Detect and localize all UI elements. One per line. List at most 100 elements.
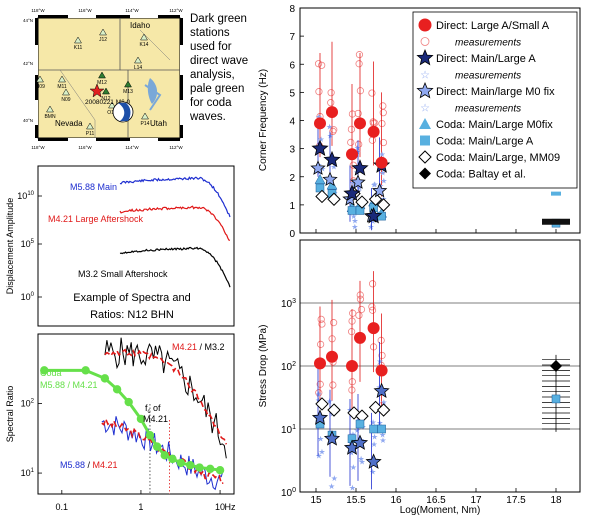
coda-ratio-point — [176, 458, 186, 468]
stress-ytick: 103 — [281, 298, 296, 310]
fc-measurement-star: ★ — [371, 180, 378, 189]
legend-entry: Direct: Main/Large A — [436, 53, 536, 65]
station-label: J12 — [99, 37, 107, 43]
ratio-top-red-dashed-line — [104, 348, 228, 445]
stress-xtick: 18 — [550, 495, 562, 506]
stress-measurement-star: ★ — [317, 435, 324, 444]
stress-ytick-base: 10 — [281, 488, 293, 499]
legend-entry: Coda: Main/Large M0fix — [436, 119, 553, 131]
fc-measurement-circle — [347, 125, 356, 133]
stress-measurement-circle — [317, 315, 325, 323]
station-label: N12 — [101, 96, 110, 102]
spectrum-large-aftershock-line — [119, 205, 231, 241]
fc-main-large-star — [311, 139, 329, 156]
stress-mm09-diamond — [376, 403, 391, 417]
map-top-tick: 118°W — [31, 8, 45, 13]
legend-measurements: measurements — [455, 104, 521, 115]
station-triangle-icon — [98, 71, 106, 79]
map-caption-line: for coda — [190, 97, 232, 109]
label-fc-fc_sub: c — [148, 409, 151, 415]
station-triangle-icon — [58, 75, 66, 83]
stress-xtick: 16.5 — [426, 495, 446, 506]
station-label: M11 — [57, 84, 67, 90]
stress-main-large-star — [365, 453, 382, 469]
fc-main-large-star — [351, 159, 369, 176]
stress-measurement-circle — [368, 303, 376, 311]
stress-measurement-star: ★ — [359, 457, 366, 466]
legend-entry: Coda: Main/Large, MM09 — [436, 152, 560, 164]
fc-ytick: 5 — [289, 88, 295, 99]
fc-coda-18-square — [551, 191, 561, 196]
stress-measurement-circle — [329, 381, 337, 389]
stress-measurement-star: ★ — [369, 468, 376, 477]
stress-direct-circle — [367, 322, 380, 335]
fc-ytick: 4 — [289, 117, 295, 128]
fc-mm09-diamond — [355, 195, 369, 209]
map-caption-line: pale green — [190, 83, 244, 95]
spectra-ylabel: Displacement Amplitude — [5, 198, 15, 295]
station-triangle-icon — [74, 36, 82, 44]
label-fc-m421: M4.21 — [143, 414, 168, 424]
map-left-tick: 40°N — [23, 118, 33, 123]
fc-measurement-circle — [348, 110, 357, 118]
stress-measurement-star: ★ — [326, 397, 333, 406]
label-top-ratio-top_sep: / — [197, 342, 205, 352]
map-bottom-tick: 114°W — [125, 145, 139, 150]
coda-ratio-point — [124, 397, 133, 407]
ratio-top-black-line — [104, 337, 227, 459]
fc-measurement-star: ★ — [379, 150, 386, 159]
stress-measurement-star: ★ — [371, 440, 378, 449]
map-left-band — [35, 18, 38, 138]
stress-measurement-circle — [315, 389, 323, 397]
fc-measurement-star: ★ — [356, 183, 363, 192]
map-panel: Idaho Nevada Utah 118°W 116°W 114°W 112°W11… — [23, 8, 183, 150]
label-small-aftershock: M3.2 Small Aftershock — [78, 269, 168, 279]
legend-open-circle-icon — [420, 37, 430, 46]
label-top-ratio-top_den: M3.2 — [205, 342, 225, 352]
stress-measurement-star: ★ — [315, 396, 322, 405]
spectrum-small-aftershock-line — [119, 246, 231, 288]
fc-ytick: 8 — [289, 4, 295, 15]
fc-measurement-circle — [355, 60, 363, 68]
fc-measurement-circle — [330, 126, 338, 134]
station-label: P11 — [86, 131, 95, 137]
station-triangle-icon — [46, 105, 54, 113]
fc-measurement-star: ★ — [379, 168, 386, 177]
fc-ytick: 3 — [289, 145, 295, 156]
fc-measurement-circle — [355, 51, 364, 59]
map-right-band — [180, 18, 183, 138]
fc-mm09-diamond — [327, 192, 341, 206]
label-bottom-ratio-bot_sep: / — [85, 460, 93, 470]
fc-main-large-star — [343, 184, 361, 201]
map-ticks: 118°W 116°W 114°W 112°W 118°W 116°W 114°W 112°W… — [23, 8, 183, 150]
fc-m0fix-star — [371, 182, 388, 198]
legend-entry: Coda: Main/Large A — [436, 136, 534, 148]
stress-measurement-star: ★ — [371, 432, 378, 441]
fc-direct-circle — [326, 106, 338, 119]
label-fc: fc of — [145, 403, 161, 415]
map-top-band — [38, 15, 180, 18]
spectra-ytick: 105 — [21, 239, 35, 249]
ratio-bottom-red-dashed-line — [101, 416, 224, 485]
fc-ticks: 0 1 2 3 4 5 6 7 8 — [289, 4, 557, 240]
coda-ratio-point — [215, 465, 225, 475]
fc-measurement-star: ★ — [367, 222, 374, 231]
fc-measurement-circle — [314, 60, 323, 68]
spectra-ytick-base: 10 — [21, 239, 31, 249]
spectrum-main-line — [119, 176, 231, 218]
state-label-nevada: Nevada — [55, 119, 83, 128]
stress-main-large-star — [373, 382, 390, 398]
fc-direct-circle — [346, 148, 358, 161]
stress-mm09-diamond — [315, 397, 329, 411]
ratio-xlabel: Hz — [225, 502, 236, 512]
stress-measurement-circle — [357, 305, 366, 314]
fc-direct-circle — [314, 117, 326, 130]
stress-marks: ★★★★★★★★★★★★★★★★★★★★★★★★★★★★★★★★★★★★ — [311, 271, 570, 492]
station-triangle-icon — [140, 33, 148, 41]
fc-measurement-circle — [355, 140, 363, 148]
map-bottom-tick: 118°W — [31, 145, 45, 150]
stress-direct-circle — [346, 360, 358, 372]
